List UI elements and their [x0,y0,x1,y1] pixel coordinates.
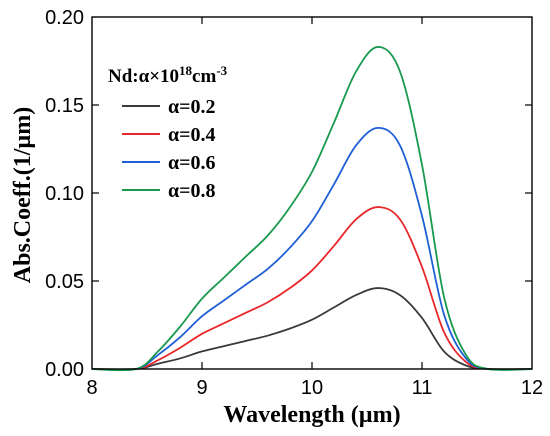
legend: Nd:α×1018cm-3 α=0.2 α=0.4 α=0.6 α=0.8 [108,63,228,203]
y-tick-label: 0.00 [45,359,84,381]
x-tick-label: 8 [86,377,97,399]
x-tick-label: 9 [196,377,207,399]
x-tick-label: 10 [301,377,323,399]
series-line-3 [91,126,533,371]
legend-label-4: α=0.8 [168,180,216,202]
y-axis-title: Abs.Coeff.(1/µm) [10,107,36,283]
y-tick-label: 0.15 [45,95,84,117]
x-tick-label: 12 [521,377,543,399]
x-axis-title: Wavelength (µm) [223,402,400,428]
legend-label-1: α=0.2 [168,96,216,118]
series-line-1 [91,287,533,371]
x-tick-label: 11 [412,377,433,399]
y-tick-label: 0.20 [45,7,84,29]
series-line-4 [91,46,533,372]
legend-label-3: α=0.6 [168,152,216,174]
series-line-2 [91,206,533,371]
axes-layer: 8 9 10 11 12 0.00 0.05 0.10 0.15 0.20 [45,7,543,399]
y-tick-label: 0.10 [45,183,84,205]
series-layer [91,46,533,372]
legend-label-2: α=0.4 [168,124,216,146]
y-tick-label: 0.05 [45,271,84,293]
legend-title: Nd:α×1018cm-3 [108,63,228,88]
